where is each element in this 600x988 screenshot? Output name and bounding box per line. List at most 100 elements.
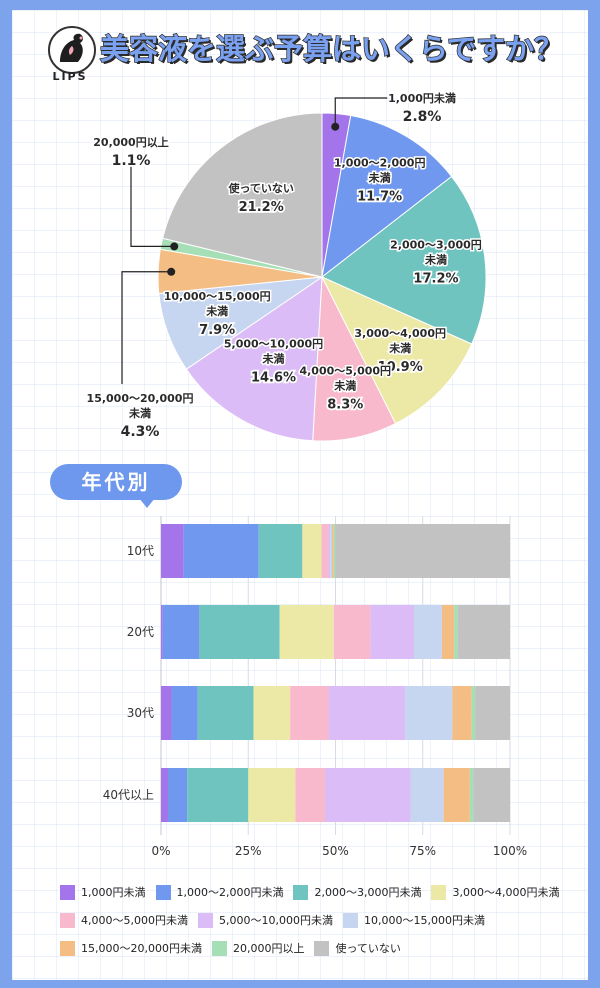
legend-label: 使っていない [335,942,401,955]
pie-slice [312,275,397,442]
category-label: 40代以上 [103,788,154,802]
bar-segment [302,524,322,578]
legend-item: 2,000〜3,000円未満 [293,884,421,900]
pie-label-text: 未満 [368,171,391,185]
legend-swatch [431,884,447,900]
bar-segment [167,768,188,822]
pie-label-text: 3,000〜4,000円 [354,327,446,340]
bar-segment [248,768,296,822]
pie-label-text: 未満 [333,378,356,392]
legend-row: 4,000〜5,000円未満 5,000〜10,000円未満 10,000〜15,0… [60,906,580,934]
bar-segment [295,768,326,822]
bar-segment [161,686,172,740]
pie-slice [321,175,487,345]
bar-segment [333,524,336,578]
bar-segment [475,686,510,740]
bar-segment [454,605,458,659]
legend-label: 4,000〜5,000円未満 [81,914,188,927]
pie-label-text: 5,000〜10,000円 [224,338,323,351]
page-title: 美容液を選ぶ予算はいくらですか？ [99,31,564,66]
bar-segment [199,605,280,659]
legend-item: 20,000円以上 [211,940,304,956]
pie-label-text: 2,000〜3,000円 [390,238,482,251]
bar-segment [253,686,291,740]
x-tick-label: 0% [151,844,170,858]
x-tick-label: 100% [493,844,527,858]
legend-item: 4,000〜5,000円未満 [60,912,188,928]
bar-segment [328,686,406,740]
pie-slice-label: 1,000〜2,000円未満 11.7% [332,155,427,206]
legend-swatch [342,912,358,928]
legend-swatch [197,912,213,928]
pie-pct-text: 14.6% [251,371,296,386]
pie-label-text: 20,000円以上 [93,135,168,149]
bar-segment [279,605,334,659]
leader-line [130,162,175,248]
bar-segment [321,524,329,578]
bar-segment [187,768,249,822]
pie-label-text: 未満 [424,252,447,266]
pie-label-text: 未満 [205,304,228,318]
bar-segment [161,524,184,578]
legend-label: 1,000〜2,000円未満 [176,886,284,899]
pie-chart: 1,000〜2,000円未満11.7%2,000〜3,000円未満17.2%3,… [85,90,487,442]
bar-segment [473,768,510,822]
legend-row: 1,000円未満 1,000〜2,000円未満 2,000〜3,000円未満 3,00… [60,878,580,906]
legend-label: 2,000〜3,000円未満 [314,886,422,899]
legend-item: 5,000〜10,000円未満 [197,912,333,928]
bar-segment [405,686,453,740]
pie-pct-text: 17.2% [413,271,458,286]
bar-segment [335,524,510,578]
pie-slice-label: 使っていない 21.2% [226,180,295,217]
category-label: 20代 [127,625,154,639]
pie-slice-label: 3,000〜4,000円未満 10.9% [353,325,448,376]
pie-pct-text: 8.3% [327,397,363,412]
legend-swatch [60,940,75,956]
bar-segment [171,686,198,740]
pie-slice [321,114,453,279]
logo-text: LIPS [52,70,88,83]
bar-segment [441,605,455,659]
pie-label-text: 1,000円未満 [388,91,456,105]
bar-segment [370,605,415,659]
legend-swatch [314,940,330,956]
pie-pct-text: 1.1% [112,153,151,169]
pie-slice [162,112,323,278]
bar-segment [452,686,472,740]
bar-segment [161,768,168,822]
pie-slice [320,275,473,425]
bar-segment [258,524,303,578]
legend-swatch [60,912,75,928]
pie-label-text: 未満 [128,406,151,420]
bar-segment [410,768,444,822]
legend-item: 15,000〜20,000円未満 [60,940,202,956]
bar-segment [469,768,474,822]
bar-segment [471,686,476,740]
bar-segment [161,605,163,659]
section-badge-tail [139,498,155,508]
pie-pct-text: 10.9% [378,360,423,375]
x-tick-label: 50% [322,844,349,858]
legend-label: 10,000〜15,000円未満 [363,914,485,927]
bar-segment [333,605,371,659]
pie-pct-text: 11.7% [357,190,402,205]
bar-segment [325,768,411,822]
legend: 1,000円未満 1,000〜2,000円未満 2,000〜3,000円未満 3,00… [60,878,580,962]
pie-slice-label: 10,000〜15,000円未満 7.9% [162,289,272,340]
bar-segment [457,605,510,659]
bar-segment [197,686,254,740]
pie-slice-label: 1,000円未満 2.8% [387,90,458,127]
legend-label: 1,000円未満 [81,886,146,899]
legend-label: 3,000〜4,000円未満 [452,886,560,899]
leader-dot [331,122,340,131]
legend-swatch [293,884,309,900]
pie-slice-label: 15,000〜20,000円未満 4.3% [85,391,195,442]
pie-pct-text: 7.9% [199,323,235,338]
bar-segment [290,686,329,740]
pie-pct-text: 21.2% [239,200,284,215]
bar-segment [183,524,259,578]
pie-label-text: 使っていない [227,181,293,195]
category-label: 10代 [127,544,154,558]
lips-logo-icon [48,26,96,74]
bar-segment [330,524,333,578]
